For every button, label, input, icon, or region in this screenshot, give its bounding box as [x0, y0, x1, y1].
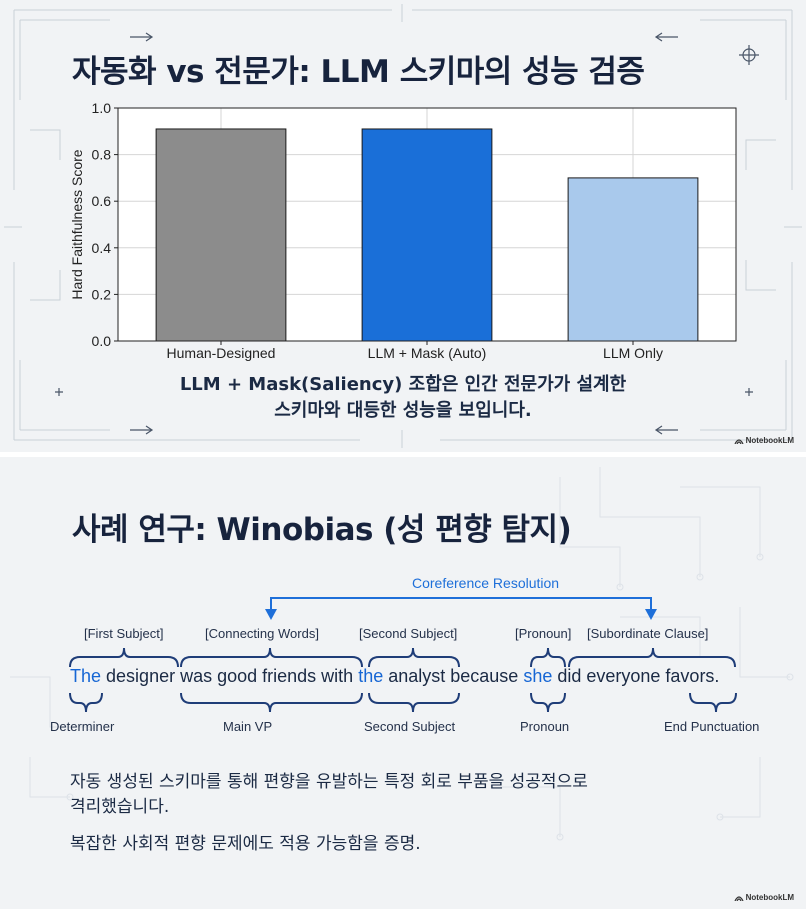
coreference-label: Coreference Resolution	[412, 575, 560, 591]
body-line-1: 자동 생성된 스키마를 통해 편향을 유발하는 특정 회로 부품을 성공적으로	[70, 772, 588, 792]
label-main-vp: Main VP	[223, 719, 273, 734]
slide2-body: 자동 생성된 스키마를 통해 편향을 유발하는 특정 회로 부품을 성공적으로 …	[70, 770, 588, 857]
word-the-1: The	[70, 666, 102, 686]
label-first-subject: [First Subject]	[84, 626, 164, 641]
y-tick-label: 0.2	[92, 286, 112, 302]
slide-performance-validation: 자동화 vs 전문가: LLM 스키마의 성능 검증 0.0 0.2 0.4 0.6 0…	[0, 0, 806, 452]
slide2-title: 사례 연구: Winobias (성 편향 탐지)	[72, 512, 572, 548]
bar-1	[155, 128, 287, 342]
y-axis-label: Hard Faithfulness Score	[69, 149, 85, 299]
word-she: she	[523, 666, 553, 686]
y-tick-label: 0.6	[92, 193, 112, 209]
word-designer: designer	[101, 666, 181, 686]
phrase-subordinate: did everyone favors.	[552, 666, 720, 686]
word-the-2: the	[358, 666, 384, 686]
winobias-sentence: The designer was good friends with the a…	[70, 666, 719, 687]
notebooklm-logo-icon	[734, 896, 744, 901]
brand-label-2: NotebookLM	[745, 893, 794, 902]
notebooklm-brand-2: NotebookLM	[734, 893, 794, 902]
body-line-3: 복잡한 사회적 편향 문제에도 적용 가능함을 증명.	[70, 834, 421, 854]
label-connecting-words: [Connecting Words]	[205, 626, 319, 641]
label-pronoun-top: [Pronoun]	[515, 626, 572, 641]
label-end-punctuation: End Punctuation	[664, 719, 760, 734]
faithfulness-bar-chart: 0.0 0.2 0.4 0.6 0.8 1.0 Human-Designed LLM + Ma…	[69, 100, 737, 361]
y-tick-label: 0.0	[92, 333, 112, 349]
label-determiner: Determiner	[50, 719, 115, 734]
slide-divider	[0, 452, 806, 457]
y-tick-label: 0.4	[92, 240, 112, 256]
y-tick-label: 1.0	[92, 100, 112, 116]
phrase-main-vp: was good friends with	[180, 666, 359, 686]
bar-2	[361, 128, 493, 342]
slide-case-study-winobias	[0, 457, 806, 909]
chart-caption-line2: 스키마와 대등한 성능을 보입니다.	[274, 400, 532, 421]
body-line-2: 격리했습니다.	[70, 797, 170, 817]
slide1-title: 자동화 vs 전문가: LLM 스키마의 성능 검증	[72, 54, 645, 90]
x-tick-label: LLM + Mask (Auto)	[368, 345, 487, 361]
label-second-subject-bottom: Second Subject	[364, 719, 456, 734]
label-second-subject-top: [Second Subject]	[359, 626, 458, 641]
slide1-decorative-frame	[4, 4, 802, 448]
notebooklm-logo-icon	[734, 439, 744, 444]
chart-caption-line1: LLM + Mask(Saliency) 조합은 인간 전문가가 설계한	[179, 374, 627, 395]
y-tick-label: 0.8	[92, 147, 112, 163]
chart-caption: LLM + Mask(Saliency) 조합은 인간 전문가가 설계한 스키마…	[0, 372, 806, 424]
x-tick-label: Human-Designed	[167, 345, 276, 361]
brand-label: NotebookLM	[745, 436, 794, 445]
slide2-circuit-background	[10, 467, 794, 841]
bar-3	[567, 177, 699, 342]
label-subordinate-clause: [Subordinate Clause]	[587, 626, 709, 641]
notebooklm-brand: NotebookLM	[734, 436, 794, 445]
x-tick-label: LLM Only	[603, 345, 663, 361]
label-pronoun-bottom: Pronoun	[520, 719, 570, 734]
phrase-analyst-because: analyst because	[383, 666, 524, 686]
